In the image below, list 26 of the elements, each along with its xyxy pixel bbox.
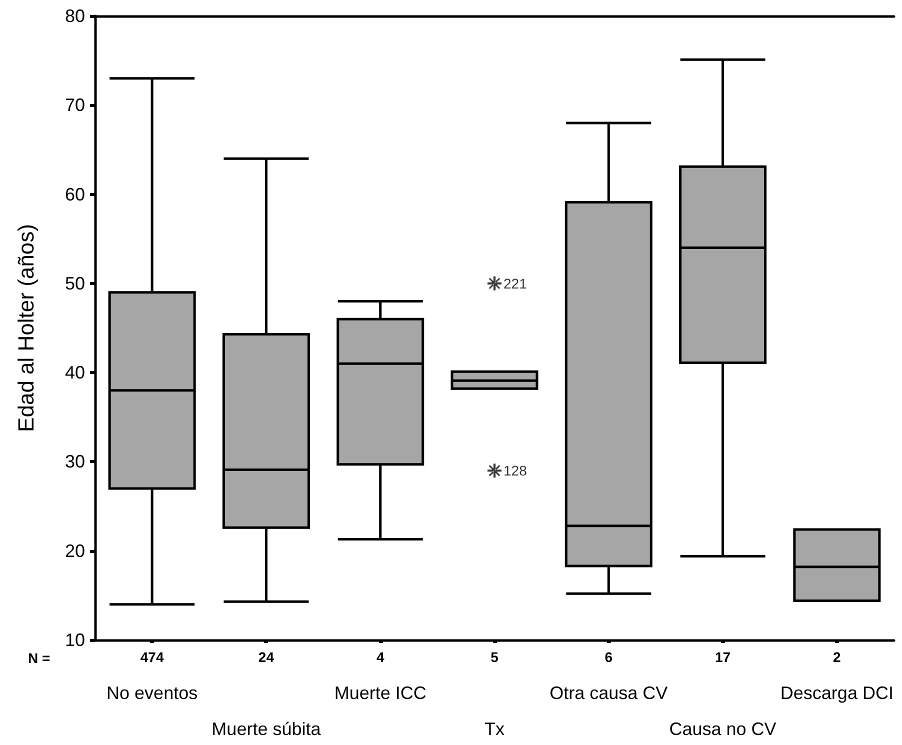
x-tick-label: Descarga DCI bbox=[780, 683, 894, 703]
annotation: 128 bbox=[504, 462, 528, 479]
text: 6 bbox=[604, 649, 613, 665]
y-axis-title: Edad al Holter (años) bbox=[14, 224, 38, 432]
y-tick-label: 20 bbox=[64, 540, 85, 561]
y-tick-label: 30 bbox=[64, 452, 85, 472]
text: 24 bbox=[258, 649, 274, 665]
y-tick-label: 40 bbox=[64, 362, 85, 383]
text: 4 bbox=[376, 649, 384, 665]
text: 5 bbox=[490, 649, 499, 665]
x-tick-label: Muerte súbita bbox=[212, 719, 322, 739]
text: 17 bbox=[714, 649, 731, 665]
x-tick-label: Muerte ICC bbox=[334, 683, 426, 703]
text: 2 bbox=[833, 649, 842, 665]
text: 474 bbox=[140, 649, 164, 665]
x-tick-label: Otra causa CV bbox=[550, 683, 668, 703]
x-tick-label: Causa no CV bbox=[669, 719, 776, 739]
y-tick-label: 50 bbox=[64, 273, 85, 294]
y-tick-label: 60 bbox=[64, 184, 85, 204]
annotation: 221 bbox=[504, 275, 528, 292]
x-tick-label: No eventos bbox=[106, 683, 198, 703]
y-tick-label: 10 bbox=[64, 630, 85, 650]
x-tick-label: Tx bbox=[484, 719, 504, 739]
y-tick-label: 70 bbox=[64, 95, 85, 116]
text: N = bbox=[28, 650, 50, 666]
y-tick-label: 80 bbox=[64, 6, 85, 26]
